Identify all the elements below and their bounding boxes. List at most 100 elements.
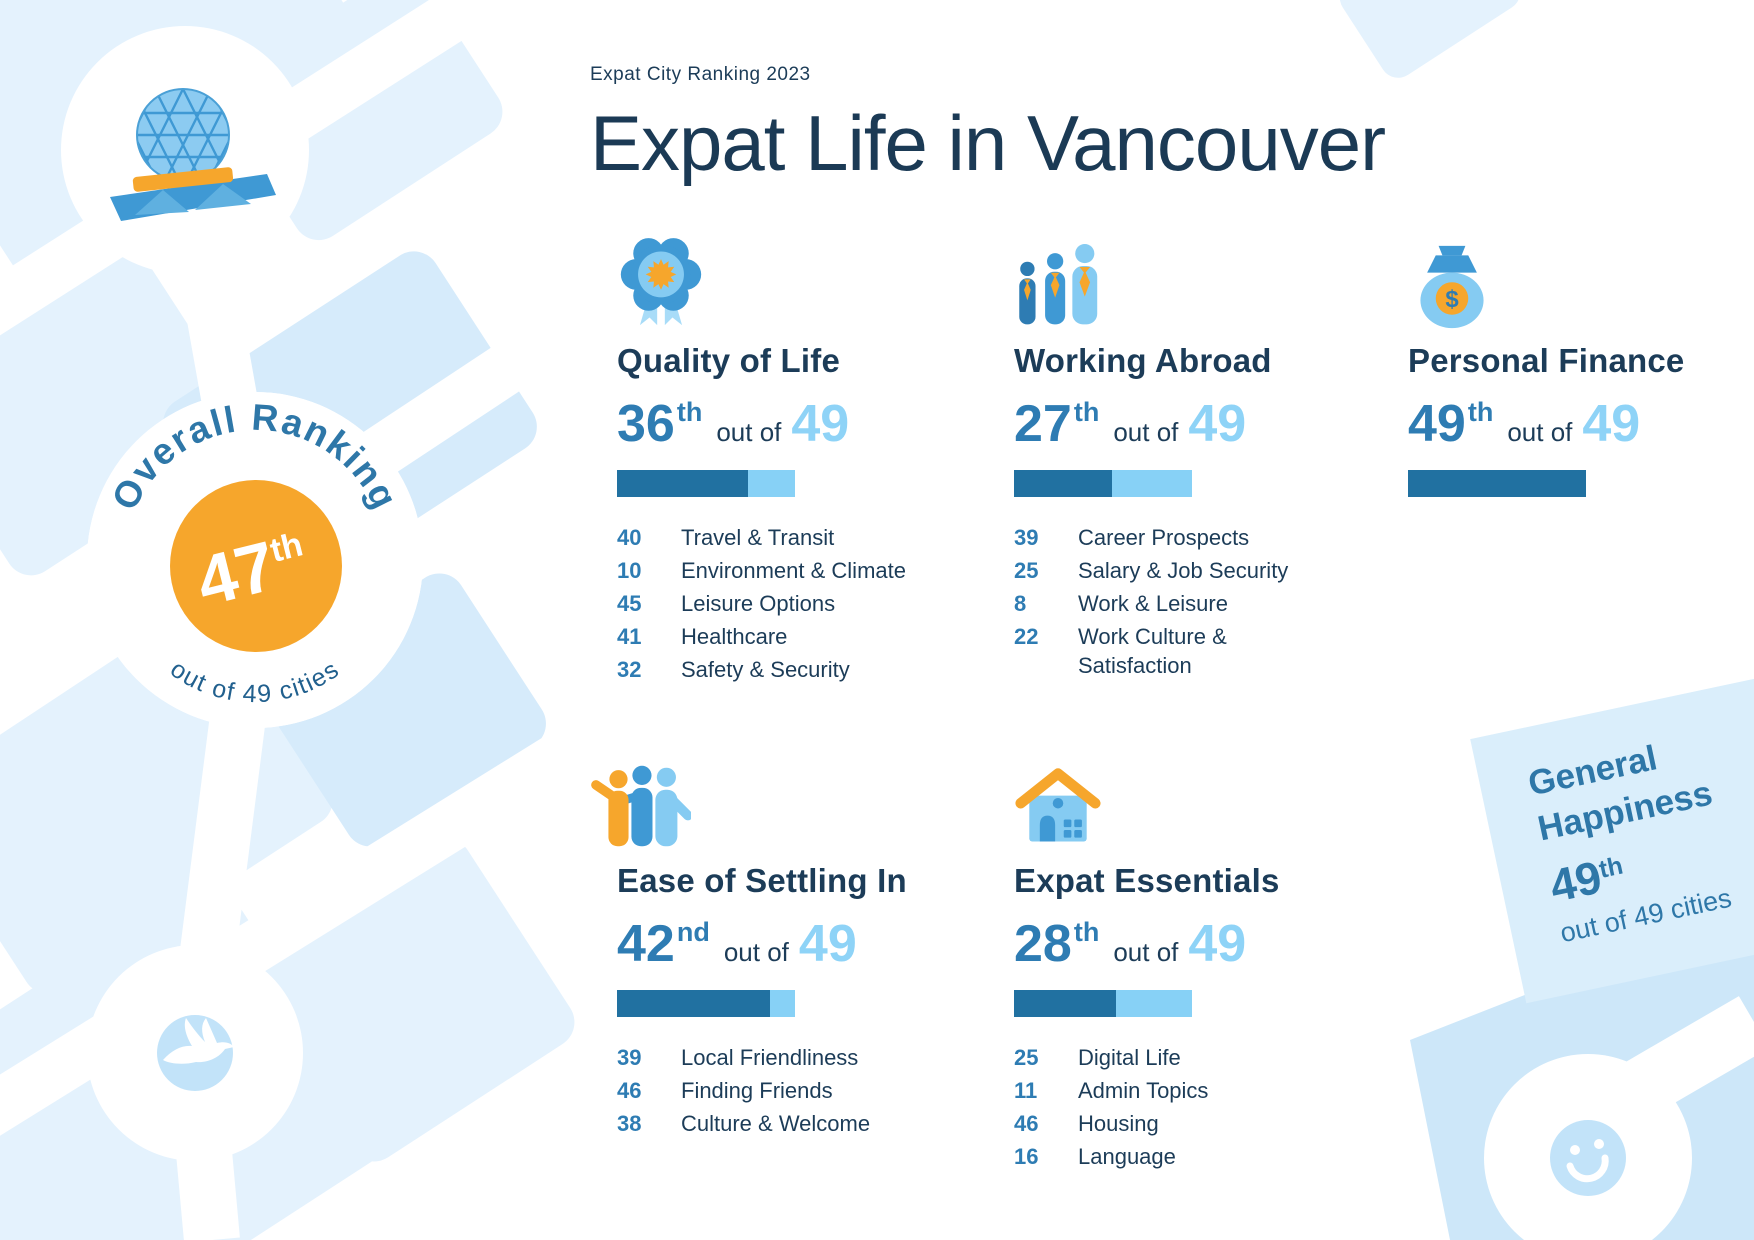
out-of-label: out of: [716, 417, 782, 447]
subcategory-score: 41: [617, 624, 642, 649]
subcategory-score: 11: [1014, 1078, 1038, 1103]
subcategory-score: 40: [617, 525, 642, 550]
subcategory-label: Language: [1078, 1144, 1176, 1169]
subcategory-score: 16: [1014, 1144, 1039, 1169]
category-rank-line: 49thout of 49: [1408, 394, 1754, 454]
category-rank-number: 49: [1408, 395, 1466, 453]
rank-progress-fill: [1408, 470, 1586, 497]
category-rank-suffix: th: [1467, 397, 1494, 427]
rank-progress-fill: [1014, 990, 1116, 1017]
subcategory-score: 8: [1014, 591, 1027, 616]
overall-rank-value: 47th: [189, 519, 315, 621]
category-card-personal-finance: $ Personal Finance 49thout of 49: [1408, 228, 1754, 497]
subcategory-label: Environment & Climate: [681, 558, 906, 583]
subcategory-score: 22: [1014, 624, 1039, 649]
category-rank-total: 49: [791, 395, 850, 453]
category-card-working-abroad: Working Abroad 27th out of 49 39 Career Pro…: [1014, 228, 1414, 684]
category-rank-suffix: th: [676, 397, 703, 427]
category-rank-suffix: th: [1073, 917, 1100, 947]
subcategory-label: Work & Leisure: [1078, 591, 1228, 616]
category-rank-line: 42nd out of 49: [617, 914, 1017, 974]
subcategory-row: 10 Environment & Climate: [617, 556, 1017, 585]
category-card-quality-of-life: Quality of Life 36th out of 49 40 Travel & …: [617, 228, 1017, 688]
business-people-icon: [1014, 228, 1414, 332]
category-rank-suffix: th: [1073, 397, 1100, 427]
subcategory-label: Safety & Security: [681, 657, 850, 682]
dove-roundabout: [157, 1015, 234, 1091]
out-of-label: out of: [1113, 937, 1179, 967]
science-world-illustration: [110, 88, 276, 221]
category-rank-total: 49: [1188, 915, 1247, 973]
subcategory-row: 22 Work Culture & Satisfaction: [1014, 622, 1414, 680]
money-bag-icon: $: [1408, 228, 1754, 332]
subcategory-row: 39 Career Prospects: [1014, 523, 1414, 552]
category-title: Ease of Settling In: [617, 862, 907, 899]
dove-icon: [163, 1018, 234, 1064]
category-rank-line: 27th out of 49: [1014, 394, 1414, 454]
category-title: Working Abroad: [1014, 342, 1272, 379]
category-rank-number: 27: [1014, 395, 1072, 453]
page-header: Expat City Ranking 2023 Expat Life in Va…: [590, 64, 1386, 189]
category-card-expat-essentials: Expat Essentials 28th out of 49 25 Digital …: [1014, 748, 1414, 1175]
subcategory-score: 25: [1014, 1045, 1039, 1070]
rank-progress-bar: [1014, 470, 1192, 497]
category-rank-suffix: nd: [676, 917, 710, 947]
rosette-badge-icon: [617, 228, 1017, 332]
rank-progress-bar: [617, 990, 795, 1017]
subcategory-score: 45: [617, 591, 642, 616]
category-title: Expat Essentials: [1014, 862, 1280, 899]
subcategory-score: 10: [617, 558, 642, 583]
rank-progress-bar: [1408, 470, 1586, 497]
subcategory-row: 16 Language: [1014, 1142, 1414, 1171]
subcategory-label: Leisure Options: [681, 591, 836, 616]
subcategory-row: 39 Local Friendliness: [617, 1043, 1017, 1072]
rank-progress-bar: [1014, 990, 1192, 1017]
rank-progress-bar: [617, 470, 795, 497]
rank-progress-fill: [617, 470, 748, 497]
subcategory-label: Healthcare: [681, 624, 788, 649]
subcategory-row: 8 Work & Leisure: [1014, 589, 1414, 618]
house-icon: [1014, 748, 1414, 852]
subcategory-label: Admin Topics: [1078, 1078, 1209, 1103]
subcategory-row: 45 Leisure Options: [617, 589, 1017, 618]
category-title: Quality of Life: [617, 342, 841, 379]
rank-progress-fill: [617, 990, 770, 1017]
out-of-label: out of: [723, 937, 789, 967]
subcategory-list: 25 Digital Life 11 Admin Topics 46 Housing …: [1014, 1043, 1414, 1171]
category-card-ease-of-settling-in: Ease of Settling In 42nd out of 49 39 Local…: [591, 748, 1017, 1142]
subcategory-label: Salary & Job Security: [1078, 558, 1289, 583]
category-rank-number: 28: [1014, 915, 1072, 973]
subcategory-row: 46 Housing: [1014, 1109, 1414, 1138]
subcategory-score: 25: [1014, 558, 1039, 583]
smiley-roundabout: [1550, 1120, 1626, 1196]
subcategory-label: Digital Life: [1078, 1045, 1181, 1070]
category-rank-number: 36: [617, 395, 675, 453]
out-of-label: out of: [1113, 417, 1179, 447]
subcategory-row: 25 Digital Life: [1014, 1043, 1414, 1072]
subcategory-score: 39: [617, 1045, 642, 1070]
subcategory-row: 38 Culture & Welcome: [617, 1109, 1017, 1138]
category-rank-total: 49: [1188, 395, 1247, 453]
subcategory-row: 46 Finding Friends: [617, 1076, 1017, 1105]
subcategory-score: 32: [617, 657, 642, 682]
overall-ranking-badge: Overall Ranking out of 49 cities 47th: [87, 392, 423, 728]
subcategory-label: Career Prospects: [1078, 525, 1250, 550]
subcategory-row: 25 Salary & Job Security: [1014, 556, 1414, 585]
page-title: Expat Life in Vancouver: [590, 99, 1386, 187]
overall-rank-number: 47: [189, 526, 283, 621]
subcategory-list: 39 Career Prospects 25 Salary & Job Securi…: [1014, 523, 1414, 680]
category-rank-total: 49: [798, 915, 857, 973]
subcategory-label: Culture & Welcome: [681, 1111, 871, 1136]
category-rank-line: 36th out of 49: [617, 394, 1017, 454]
smiley-icon: [1566, 1139, 1609, 1183]
overall-rank-circle: [170, 480, 342, 652]
subcategory-score: 46: [617, 1078, 642, 1103]
subcategory-list: 39 Local Friendliness 46 Finding Friends 3…: [617, 1043, 1017, 1138]
friends-people-icon: [591, 748, 1017, 852]
category-title: Personal Finance: [1408, 342, 1685, 379]
subcategory-score: 46: [1014, 1111, 1039, 1136]
subcategory-label: Work Culture & Satisfaction: [1078, 624, 1227, 678]
rank-progress-fill: [1014, 470, 1113, 497]
